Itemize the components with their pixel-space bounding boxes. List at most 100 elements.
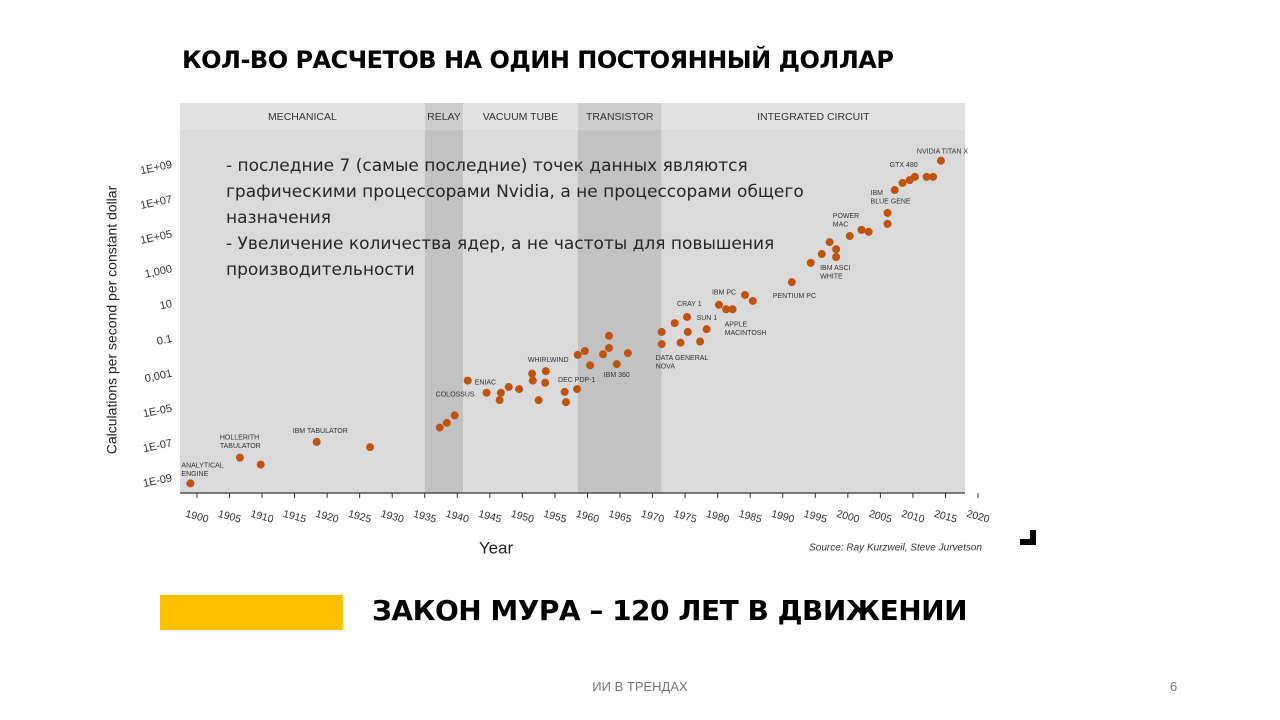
data-point <box>898 178 907 187</box>
era-label: MECHANICAL <box>268 111 337 123</box>
data-point <box>676 338 685 347</box>
x-tick-label: 1905 <box>217 508 243 526</box>
data-point <box>560 387 569 396</box>
data-point <box>929 172 938 181</box>
era-band <box>463 130 578 493</box>
x-tick-label: 2015 <box>933 508 959 526</box>
x-tick-label: 1985 <box>737 508 763 526</box>
data-point <box>366 443 375 452</box>
point-label: DEC PDP-1 <box>558 377 595 384</box>
point-label: NVIDIA TITAN X <box>917 149 968 156</box>
data-point <box>702 325 711 334</box>
data-point <box>722 305 731 314</box>
data-point <box>806 258 815 267</box>
x-axis-title: Year <box>479 538 514 557</box>
source: Source: Ray Kurzweil, Steve Jurvetson <box>809 543 982 554</box>
data-point <box>845 232 854 241</box>
x-tick-label: 1955 <box>542 508 568 526</box>
data-point <box>528 376 537 385</box>
point-label: SUN 1 <box>697 315 718 322</box>
y-tick-label: 10 <box>159 298 173 312</box>
note: - последние 7 (самые последние) точек да… <box>226 153 836 283</box>
data-point <box>561 398 570 407</box>
data-point <box>235 453 244 462</box>
data-point <box>670 319 679 328</box>
data-point <box>657 327 666 336</box>
data-point <box>604 343 613 352</box>
x-tick-label: 1950 <box>510 508 536 526</box>
era-band <box>661 130 965 493</box>
data-point <box>534 396 543 405</box>
x-tick-label: 1980 <box>705 508 731 526</box>
point-label: ENIAC <box>475 379 496 386</box>
data-point <box>787 278 796 287</box>
x-tick-label: 1940 <box>445 508 471 526</box>
era-band <box>577 130 662 493</box>
plot: MECHANICAL RELAY VACUUM TUBE TRANSISTOR INTE… <box>139 103 991 526</box>
data-point <box>586 361 595 370</box>
x-tick-label: 1990 <box>770 508 796 526</box>
x-tick-label: 2010 <box>900 508 926 526</box>
data-point <box>922 172 931 181</box>
data-point <box>186 479 195 488</box>
data-point <box>728 305 737 314</box>
data-point <box>463 376 472 385</box>
page-number: 6 <box>1170 679 1178 694</box>
point-label: HOLLERITH TABULATOR <box>220 434 261 450</box>
point-label: APPLE MACINTOSH <box>725 321 767 337</box>
x-tick-label: 1965 <box>607 508 633 526</box>
era-header <box>577 103 662 130</box>
y-tick-label: 0.1 <box>156 333 173 348</box>
y-tick-label: 1E-05 <box>142 403 173 421</box>
point-label: POWER MAC <box>833 213 859 229</box>
y-tick-label: 1E-09 <box>142 472 173 490</box>
point-label: ANALYTICAL ENGINE <box>181 462 223 478</box>
banner-bar <box>160 595 343 630</box>
data-point <box>714 300 723 309</box>
data-point <box>817 250 826 259</box>
point-label: GTX 480 <box>890 162 918 169</box>
note-item: - последние 7 (самые последние) точек да… <box>226 156 804 228</box>
data-point <box>832 245 841 254</box>
banner: ЗАКОН МУРА – 120 ЛЕТ В ДВИЖЕНИИ <box>372 594 968 627</box>
data-point <box>857 225 866 234</box>
data-point <box>683 312 692 321</box>
data-point <box>825 238 834 247</box>
x-tick-label: 1930 <box>379 508 405 526</box>
data-point <box>612 360 621 369</box>
y-tick-label: 1,000 <box>144 263 173 280</box>
corner-mark <box>1020 530 1036 545</box>
data-point <box>450 411 459 420</box>
x-tick-label: 2000 <box>835 508 861 526</box>
y-tick-label: 1E+09 <box>139 159 173 177</box>
era-header <box>180 103 425 130</box>
era-label: TRANSISTOR <box>586 111 654 123</box>
data-point <box>504 383 513 392</box>
x-tick-label: 1900 <box>184 508 210 526</box>
data-point <box>683 327 692 336</box>
point-label: PENTIUM PC <box>773 293 816 300</box>
data-point <box>748 296 757 305</box>
data-point <box>256 460 265 469</box>
data-point <box>495 396 504 405</box>
x-tick-label: 1910 <box>249 508 275 526</box>
data-point <box>580 347 589 356</box>
data-point <box>573 350 582 359</box>
data-point <box>883 219 892 228</box>
data-point <box>482 388 491 397</box>
era-label: INTEGRATED CIRCUIT <box>757 111 870 123</box>
point-label: IBM ASCI WHITE <box>820 265 850 281</box>
data-point <box>740 290 749 299</box>
x-tick-label: 1915 <box>282 508 308 526</box>
x-tick-label: 1970 <box>640 508 666 526</box>
x-tick-label: 1960 <box>575 508 601 526</box>
era-header <box>424 103 464 130</box>
era-header <box>463 103 578 130</box>
point-label: IBM TABULATOR <box>293 428 348 435</box>
data-point <box>696 337 705 346</box>
era-label: RELAY <box>427 111 461 123</box>
y-axis-title: Calculations per second per constant dol… <box>104 185 120 454</box>
data-point <box>623 349 632 358</box>
y-tick-label: 1E-07 <box>142 437 173 455</box>
